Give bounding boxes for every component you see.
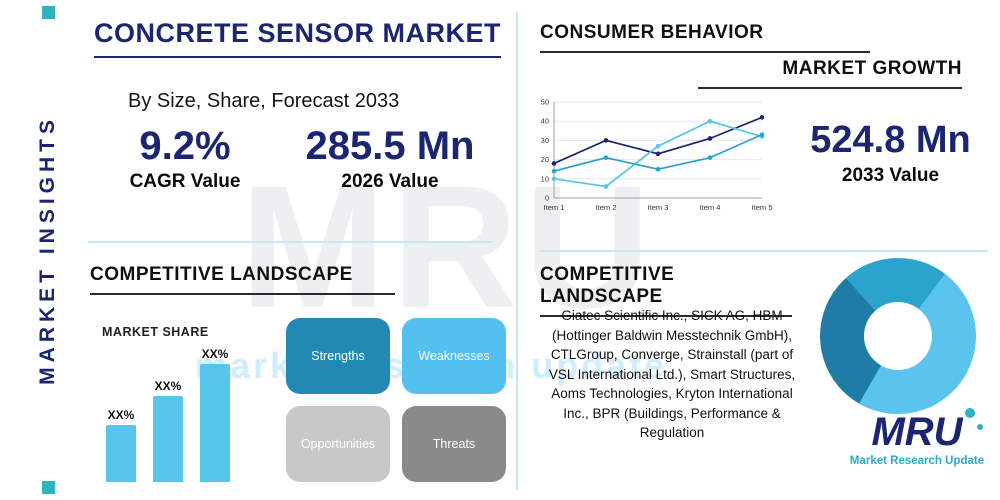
- divider-vertical: [516, 12, 518, 490]
- decor-square-top: [41, 6, 55, 19]
- market-share-bar: XX%: [153, 379, 183, 482]
- logo-text: MRU: [871, 408, 983, 452]
- cagr-value: 9.2%: [139, 124, 231, 168]
- companies-list: Giatec Scientific Inc., SICK AG, HBM (Ho…: [548, 308, 796, 441]
- brand-logo: MRU Market Research Update: [838, 408, 996, 467]
- value-2026: 285.5 Mn: [305, 124, 475, 168]
- value-2033-label: 2033 Value: [841, 164, 940, 186]
- swot-tile-strengths: Strengths: [286, 318, 390, 394]
- cagr-stat: 9.2% CAGR Value: [96, 124, 274, 193]
- market-growth-heading: MARKET GROWTH: [698, 58, 962, 89]
- divider-horizontal-right: [540, 250, 988, 252]
- logo-dot-icon: [964, 408, 975, 418]
- svg-text:10: 10: [541, 174, 549, 183]
- competitive-landscape-right-heading: COMPETITIVE LANDSCAPE: [540, 264, 792, 317]
- cagr-label: CAGR Value: [129, 171, 241, 192]
- company-share-donut-chart: [820, 258, 976, 414]
- market-share-label: MARKET SHARE: [102, 325, 209, 339]
- svg-text:Item 2: Item 2: [596, 203, 617, 212]
- value-2033: 524.8 Mn: [810, 119, 971, 161]
- swot-tile-opportunities: Opportunities: [286, 406, 390, 482]
- value-2026-stat: 285.5 Mn 2026 Value: [280, 124, 500, 193]
- svg-text:Item 5: Item 5: [752, 203, 773, 212]
- value-2033-stat: 524.8 Mn 2033 Value: [788, 119, 993, 187]
- divider-horizontal-left: [88, 241, 492, 243]
- svg-text:Item 3: Item 3: [648, 203, 669, 212]
- svg-text:50: 50: [541, 98, 549, 107]
- sidebar: MARKET INSIGHTS: [26, 6, 70, 494]
- competitive-landscape-left-heading: COMPETITIVE LANDSCAPE: [90, 264, 395, 295]
- logo-dot-icon: [976, 424, 983, 430]
- donut-hole: [863, 301, 933, 371]
- market-share-bar: XX%: [106, 408, 136, 482]
- market-growth-line-chart: 0 10 20 30 40 50 Item 1 Item 2 Item 3 Item 4 Item …: [541, 98, 773, 213]
- bar-value-label: XX%: [107, 408, 135, 422]
- svg-text:Item 4: Item 4: [700, 203, 721, 212]
- svg-text:30: 30: [541, 136, 549, 145]
- page-subtitle: By Size, Share, Forecast 2033: [128, 90, 400, 112]
- svg-text:0: 0: [545, 194, 549, 203]
- page-title: CONCRETE SENSOR MARKET: [94, 18, 502, 58]
- decor-square-bottom: [41, 481, 55, 494]
- bar-value-label: XX%: [154, 379, 182, 393]
- svg-text:20: 20: [541, 155, 549, 164]
- swot-tile-threats: Threats: [402, 406, 506, 482]
- bar-value-label: XX%: [201, 347, 229, 361]
- logo-subtext: Market Research Update: [849, 455, 985, 467]
- market-share-bar-chart: XX% XX% XX%: [106, 338, 230, 482]
- swot-tile-weaknesses: Weaknesses: [402, 318, 506, 394]
- consumer-behavior-heading: CONSUMER BEHAVIOR: [540, 22, 870, 53]
- svg-text:Item 1: Item 1: [544, 203, 565, 212]
- watermark-text: MRU: [240, 150, 657, 345]
- market-share-bar: XX%: [200, 347, 230, 482]
- value-2026-label: 2026 Value: [341, 171, 439, 192]
- svg-text:40: 40: [541, 117, 549, 126]
- sidebar-vertical-title: MARKET INSIGHTS: [36, 115, 59, 385]
- swot-grid: Strengths Weaknesses Opportunities Threa…: [286, 318, 506, 482]
